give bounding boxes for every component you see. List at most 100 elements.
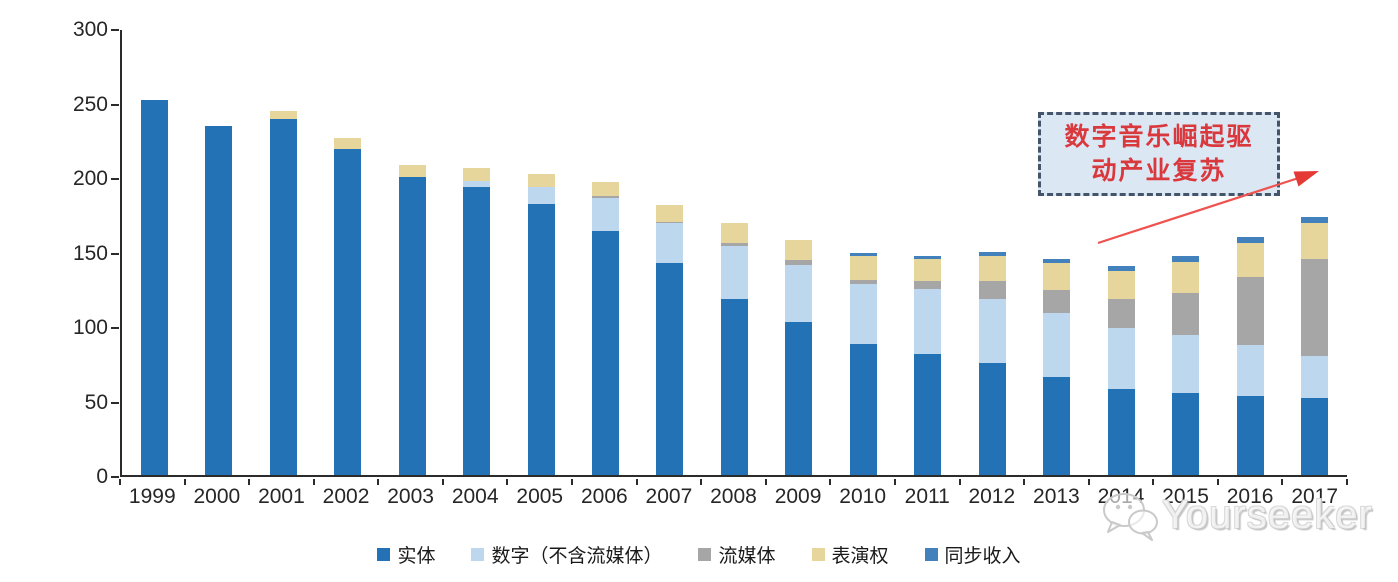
bar-segment <box>914 258 942 282</box>
x-axis-tick <box>893 479 896 485</box>
x-axis-label: 2003 <box>387 485 434 508</box>
bar-segment <box>527 187 555 204</box>
x-axis-tick <box>1087 479 1090 485</box>
bar-segment <box>849 253 877 256</box>
x-axis-label: 2011 <box>904 485 950 508</box>
bar-segment <box>398 165 426 177</box>
bar-segment <box>785 260 813 265</box>
bar-segment <box>1107 388 1135 475</box>
bar-segment <box>785 321 813 475</box>
legend-label: 表演权 <box>831 545 889 567</box>
bar-segment <box>463 187 491 475</box>
bar-segment <box>978 255 1006 282</box>
y-axis-tick <box>111 401 119 404</box>
x-axis-tick <box>119 479 121 485</box>
bar-group-2017 <box>1282 30 1346 475</box>
legend-swatch <box>698 547 712 561</box>
bar-segment <box>849 343 877 475</box>
y-axis-label: 250 <box>72 92 108 116</box>
bar-segment <box>656 205 684 222</box>
stacked-bar <box>334 138 362 475</box>
x-axis-tick <box>700 479 703 485</box>
x-axis-tick <box>183 479 186 485</box>
legend-item: 实体 <box>377 541 435 568</box>
bar-segment <box>1172 293 1200 335</box>
bar-segment <box>720 223 748 243</box>
x-axis-label: 2006 <box>580 485 628 508</box>
stacked-bar <box>785 239 813 475</box>
x-axis-tick <box>1152 479 1155 485</box>
bar-segment <box>205 126 233 475</box>
plot-area <box>120 30 1347 477</box>
bar-segment <box>978 299 1006 364</box>
bar-segment <box>592 230 620 475</box>
stacked-bar <box>527 174 555 475</box>
stacked-bar <box>1107 266 1135 475</box>
bar-segment <box>1107 327 1135 389</box>
bar-segment <box>527 203 555 475</box>
bar-segment <box>720 242 748 246</box>
stacked-bar <box>269 111 297 475</box>
x-axis-tick <box>506 479 509 485</box>
bar-group-2013 <box>1025 30 1089 475</box>
bar-segment <box>1107 299 1135 328</box>
annotation-line-1: 数字音乐崛起驱 <box>1064 123 1254 151</box>
y-axis-label: 100 <box>72 316 108 339</box>
y-axis-tick <box>111 178 119 180</box>
bar-segment <box>785 239 813 261</box>
bar-segment <box>914 354 942 475</box>
bar-segment <box>398 177 426 475</box>
legend-swatch <box>924 547 938 561</box>
stacked-bar <box>1301 217 1329 475</box>
bar-segment <box>1172 256 1200 262</box>
y-axis-label: 0 <box>96 465 108 488</box>
bar-segment <box>914 256 942 259</box>
bar-segment <box>1301 355 1329 398</box>
bar-segment <box>1301 217 1329 224</box>
bar-segment <box>1107 270 1135 300</box>
x-axis-tick <box>377 479 380 485</box>
bar-segment <box>1301 397 1329 475</box>
bar-segment <box>656 263 684 475</box>
x-axis-tick <box>958 479 961 485</box>
bar-segment <box>1172 393 1200 475</box>
x-axis-tick <box>248 479 251 485</box>
bar-segment <box>785 264 813 322</box>
stacked-bar <box>398 165 426 475</box>
annotation-line-2: 动产业复苏 <box>1091 157 1227 185</box>
bar-segment <box>1236 345 1264 397</box>
bar-segment <box>656 221 684 224</box>
chart-legend: 实体 数字（不含流媒体） 流媒体 表演权 同步收入 <box>0 540 1398 568</box>
stacked-bar <box>592 181 620 475</box>
bar-group-2003 <box>380 30 444 475</box>
stacked-bar <box>140 99 168 475</box>
x-axis-tick <box>441 479 444 485</box>
bar-segment <box>720 245 748 300</box>
bar-segment <box>592 197 620 231</box>
bar-segment <box>1107 266 1135 271</box>
x-axis-tick <box>1023 479 1026 485</box>
legend-label: 实体 <box>397 545 436 567</box>
bar-group-2001 <box>251 30 315 475</box>
bar-group-2015 <box>1154 30 1218 475</box>
x-axis-label: 1999 <box>128 485 176 508</box>
legend-label: 同步收入 <box>944 545 1021 567</box>
y-axis-label: 50 <box>84 390 108 414</box>
bar-segment <box>1043 290 1071 313</box>
bar-segment <box>978 251 1006 256</box>
legend-item: 流媒体 <box>698 541 776 568</box>
legend-swatch <box>377 547 391 561</box>
bar-segment <box>914 281 942 289</box>
x-axis-label: 2009 <box>774 485 822 508</box>
bar-group-2012 <box>960 30 1024 475</box>
legend-label: 流媒体 <box>718 545 776 567</box>
bar-group-2002 <box>315 30 379 475</box>
bar-segment <box>592 196 620 198</box>
x-axis-label: 2004 <box>451 485 499 508</box>
annotation-callout: 数字音乐崛起驱 动产业复苏 <box>1038 112 1280 196</box>
bar-group-2009 <box>767 30 831 475</box>
x-axis-label: 2016 <box>1226 485 1274 508</box>
bar-segment <box>1236 276 1264 346</box>
bar-segment <box>140 99 168 475</box>
